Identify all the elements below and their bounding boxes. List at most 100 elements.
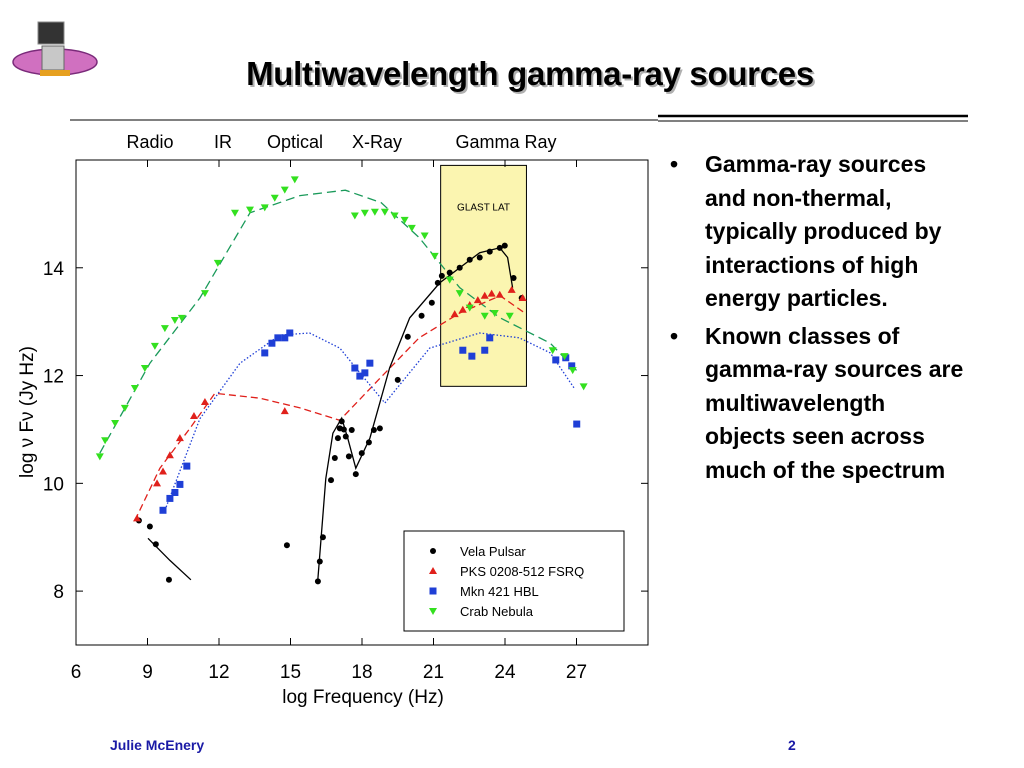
data-point: [176, 480, 184, 488]
logo-body: [41, 45, 65, 71]
data-point: [552, 356, 560, 364]
data-point: [274, 334, 282, 342]
data-point: [428, 299, 435, 306]
data-point: [376, 425, 383, 432]
data-point: [130, 384, 139, 392]
data-point: [213, 259, 222, 267]
data-point: [358, 450, 365, 457]
data-point: [158, 467, 167, 475]
footer-author: Julie McEnery: [110, 737, 205, 753]
data-point: [438, 272, 445, 279]
legend-box: [403, 530, 625, 632]
data-point: [487, 289, 496, 297]
data-point: [365, 439, 372, 446]
data-point: [495, 290, 504, 298]
data-point: [268, 339, 276, 347]
data-point: [120, 404, 129, 412]
data-point: [200, 397, 209, 405]
y-tick-label: 10: [43, 474, 64, 495]
data-point: [430, 252, 439, 260]
logo-panel: [37, 21, 65, 45]
legend-label: PKS 0208-512 FSRQ: [460, 564, 584, 579]
data-point: [459, 346, 467, 354]
bullet: Gamma-ray sources and non-thermal, typic…: [668, 148, 968, 316]
data-point: [348, 426, 355, 433]
data-point: [165, 576, 172, 583]
data-point: [458, 305, 467, 313]
x-tick-label: 24: [494, 662, 516, 683]
x-tick-label: 15: [280, 662, 301, 683]
data-point: [280, 186, 289, 194]
data-point: [152, 541, 159, 548]
data-point: [340, 426, 347, 433]
data-point: [568, 362, 576, 370]
data-point: [568, 367, 577, 375]
data-point: [455, 290, 464, 298]
band-label: Gamma Ray: [455, 132, 556, 152]
data-point: [466, 256, 473, 263]
data-point: [434, 279, 441, 286]
data-point: [370, 426, 377, 433]
data-point: [350, 212, 359, 220]
data-point: [468, 352, 476, 360]
data-point: [579, 383, 588, 391]
data-point: [446, 269, 453, 276]
data-point: [270, 194, 279, 202]
y-tick-label: 8: [53, 582, 64, 603]
data-point: [281, 334, 289, 342]
data-point: [95, 453, 104, 461]
data-point: [331, 455, 338, 462]
page-number: 2: [788, 737, 796, 753]
data-point: [261, 349, 269, 357]
data-point: [280, 407, 289, 415]
data-point: [175, 434, 184, 442]
data-point: [481, 346, 489, 354]
data-point: [352, 471, 359, 478]
x-tick-label: 18: [351, 662, 372, 683]
y-tick-label: 14: [43, 259, 65, 280]
data-point: [319, 534, 326, 541]
data-point: [394, 376, 401, 383]
data-point: [245, 206, 254, 214]
data-point: [111, 419, 120, 427]
legend-label: Mkn 421 HBL: [460, 584, 539, 599]
x-tick-label: 21: [423, 662, 444, 683]
y-tick-label: 12: [43, 367, 64, 388]
data-point: [150, 342, 159, 350]
data-point: [328, 477, 335, 484]
data-point: [420, 232, 429, 240]
data-point: [366, 359, 374, 367]
data-point: [290, 176, 299, 184]
data-point: [166, 494, 174, 502]
data-point: [490, 310, 499, 318]
data-point: [370, 208, 379, 216]
data-point: [505, 312, 514, 320]
data-point: [260, 204, 269, 212]
data-point: [361, 369, 369, 377]
slide-title: Multiwavelength gamma-ray sources: [246, 55, 814, 92]
data-point: [480, 291, 489, 299]
x-tick-label: 27: [566, 662, 587, 683]
data-point: [400, 216, 409, 224]
data-point: [200, 290, 209, 298]
legend-marker: [429, 608, 437, 615]
data-point: [486, 334, 494, 342]
data-point: [510, 275, 517, 282]
logo: [12, 21, 98, 76]
data-point: [160, 325, 169, 333]
data-point: [314, 578, 321, 585]
logo-base: [40, 70, 70, 76]
data-point: [418, 312, 425, 319]
legend-marker: [429, 567, 437, 574]
band-label: IR: [214, 132, 232, 152]
model-curve: [317, 247, 514, 579]
data-point: [450, 310, 459, 318]
data-point: [101, 437, 110, 445]
data-point: [390, 212, 399, 220]
data-point: [342, 433, 349, 440]
data-point: [548, 347, 557, 355]
data-point: [345, 453, 352, 460]
data-point: [189, 411, 198, 419]
data-point: [456, 264, 463, 271]
data-point: [334, 435, 341, 442]
